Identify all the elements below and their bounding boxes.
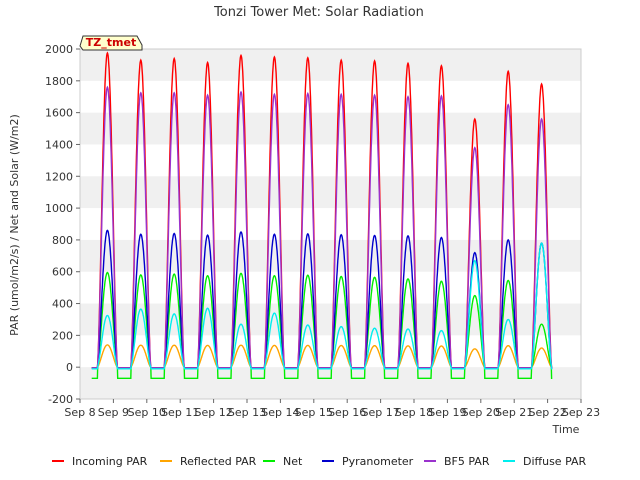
y-tick-label: 800 — [52, 234, 73, 247]
x-tick-label: Sep 14 — [261, 406, 299, 419]
plot-area — [79, 48, 582, 400]
x-tick-label: Sep 9 — [98, 406, 129, 419]
legend: Incoming PAR Reflected PAR Net Pyranometer B… — [52, 455, 587, 468]
series-line-diffuse-par — [91, 242, 553, 370]
x-tick-label: Sep 10 — [128, 406, 166, 419]
x-tick-label: Sep 20 — [462, 406, 500, 419]
y-tick-label: 1000 — [45, 202, 73, 215]
y-tick-label: 1400 — [45, 138, 73, 151]
y-tick-label: 1800 — [45, 75, 73, 88]
legend-label: BF5 PAR — [444, 455, 490, 468]
y-tick-label: 400 — [52, 298, 73, 311]
y-tick-label: -200 — [48, 393, 73, 406]
x-axis-label: Time — [552, 423, 580, 436]
x-tick-label: Sep 21 — [495, 406, 533, 419]
x-tick-label: Sep 15 — [295, 406, 333, 419]
series-line-net — [91, 271, 553, 379]
y-tick-label: 200 — [52, 329, 73, 342]
x-tick-label: Sep 22 — [528, 406, 566, 419]
x-tick-label: Sep 8 — [64, 406, 95, 419]
grid-band — [80, 239, 581, 272]
y-tick-label: 1200 — [45, 170, 73, 183]
grid-band — [80, 303, 581, 336]
series-layer — [91, 51, 553, 379]
x-tick-label: Sep 16 — [328, 406, 366, 419]
series-line-bf5-par — [91, 85, 553, 369]
y-tick-label: 600 — [52, 266, 73, 279]
legend-label: Reflected PAR — [180, 455, 257, 468]
x-tick-label: Sep 17 — [361, 406, 399, 419]
x-tick-label: Sep 19 — [428, 406, 466, 419]
x-tick-label: Sep 12 — [194, 406, 232, 419]
x-tick-label: Sep 23 — [562, 406, 600, 419]
x-tick-label: Sep 11 — [161, 406, 199, 419]
y-axis: -200 0 200 400 600 800 1000 1200 1400 1600 1800 200… — [45, 43, 80, 406]
y-tick-label: 0 — [66, 361, 73, 374]
y-tick-label: 1600 — [45, 107, 73, 120]
chart-title: Tonzi Tower Met: Solar Radiation — [213, 5, 424, 20]
x-tick-label: Sep 18 — [395, 406, 433, 419]
legend-label: Pyranometer — [342, 455, 414, 468]
legend-label: Net — [283, 455, 303, 468]
y-axis-label: PAR (umol/m2/s) / Net and Solar (W/m2) — [8, 114, 21, 336]
grid-band — [80, 49, 581, 81]
annotation-label: TZ_tmet — [86, 36, 136, 49]
grid-band — [80, 112, 581, 145]
grid-bands — [80, 49, 581, 399]
grid-band — [80, 176, 581, 209]
legend-label: Incoming PAR — [72, 455, 148, 468]
annotation-box: TZ_tmet — [79, 35, 143, 51]
x-tick-label: Sep 13 — [228, 406, 266, 419]
grid-band — [80, 367, 581, 399]
legend-label: Diffuse PAR — [523, 455, 587, 468]
y-tick-label: 2000 — [45, 43, 73, 56]
